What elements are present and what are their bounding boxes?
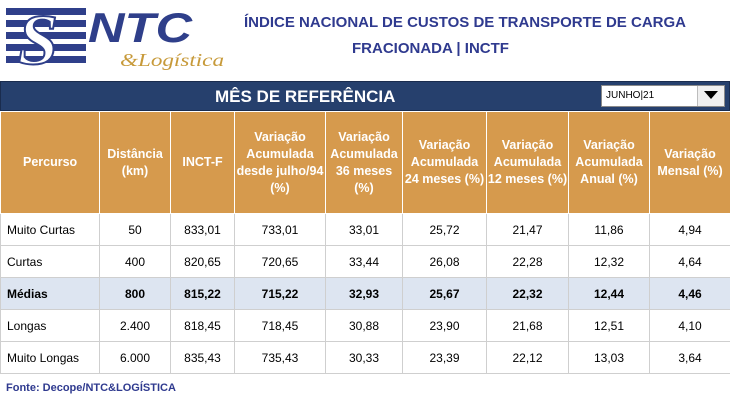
value-cell: 30,88 (325, 309, 403, 342)
page-title-line1: ÍNDICE NACIONAL DE CUSTOS DE TRANSPORTE … (244, 14, 686, 31)
route-cell: Médias (0, 277, 100, 310)
value-cell: 33,01 (325, 213, 403, 246)
table-row: Muito Longas 6.000 835,43 735,43 30,33 23,39 2… (0, 341, 730, 374)
route-cell: Curtas (0, 245, 100, 278)
logo-sub-text: &Logística (120, 50, 224, 70)
value-cell: 32,93 (325, 277, 403, 310)
value-cell: 12,51 (568, 309, 650, 342)
value-cell: 4,94 (649, 213, 730, 246)
value-cell: 735,43 (234, 341, 326, 374)
value-cell: 12,32 (568, 245, 650, 278)
column-header: Variação Acumulada Anual (%) (568, 111, 650, 214)
value-cell: 50 (99, 213, 171, 246)
ntc-logo: S NTC &Logística (2, 0, 230, 81)
column-header: Distância (km) (99, 111, 171, 214)
logo-s-glyph: S (18, 2, 58, 74)
month-select-value: JUNHO|21 (606, 90, 655, 101)
column-header: INCT-F (170, 111, 235, 214)
reference-month-label: MÊS DE REFERÊNCIA (215, 87, 396, 106)
value-cell: 718,45 (234, 309, 326, 342)
value-cell: 25,72 (402, 213, 487, 246)
table-row: Médias 800 815,22 715,22 32,93 25,67 22,32 12,4… (0, 277, 730, 310)
value-cell: 2.400 (99, 309, 171, 342)
route-cell: Muito Curtas (0, 213, 100, 246)
value-cell: 12,44 (568, 277, 650, 310)
reference-month-bar: MÊS DE REFERÊNCIA JUNHO|21 (0, 81, 730, 111)
month-select-dropdown-button[interactable] (697, 86, 724, 106)
table-header-row: Percurso Distância (km) INCT-F Variação Acu… (0, 111, 730, 214)
column-header: Percurso (0, 111, 100, 214)
source-note: Fonte: Decope/NTC&LOGÍSTICA (6, 382, 176, 394)
month-select[interactable]: JUNHO|21 (601, 85, 725, 107)
value-cell: 23,90 (402, 309, 487, 342)
value-cell: 26,08 (402, 245, 487, 278)
route-cell: Longas (0, 309, 100, 342)
column-header: Variação Acumulada desde julho/94 (%) (234, 111, 326, 214)
page-title-line2: FRACIONADA | INCTF (352, 40, 509, 57)
index-table: Percurso Distância (km) INCT-F Variação Acu… (0, 111, 730, 374)
value-cell: 815,22 (170, 277, 235, 310)
value-cell: 13,03 (568, 341, 650, 374)
value-cell: 30,33 (325, 341, 403, 374)
value-cell: 720,65 (234, 245, 326, 278)
route-cell: Muito Longas (0, 341, 100, 374)
column-header: Variação Acumulada 36 meses (%) (325, 111, 403, 214)
column-header: Variação Mensal (%) (649, 111, 730, 214)
value-cell: 833,01 (170, 213, 235, 246)
value-cell: 22,28 (486, 245, 569, 278)
table-row: Muito Curtas 50 833,01 733,01 33,01 25,72 21,4… (0, 213, 730, 246)
chevron-down-icon (704, 91, 718, 99)
logo-main-text: NTC (88, 4, 193, 51)
table-row: Longas 2.400 818,45 718,45 30,88 23,90 21,68 12… (0, 309, 730, 342)
value-cell: 820,65 (170, 245, 235, 278)
value-cell: 21,47 (486, 213, 569, 246)
value-cell: 22,32 (486, 277, 569, 310)
value-cell: 4,46 (649, 277, 730, 310)
value-cell: 715,22 (234, 277, 326, 310)
value-cell: 835,43 (170, 341, 235, 374)
value-cell: 800 (99, 277, 171, 310)
value-cell: 818,45 (170, 309, 235, 342)
value-cell: 400 (99, 245, 171, 278)
value-cell: 6.000 (99, 341, 171, 374)
value-cell: 11,86 (568, 213, 650, 246)
value-cell: 33,44 (325, 245, 403, 278)
value-cell: 4,10 (649, 309, 730, 342)
value-cell: 4,64 (649, 245, 730, 278)
value-cell: 25,67 (402, 277, 487, 310)
table-row: Curtas 400 820,65 720,65 33,44 26,08 22,28 12,3… (0, 245, 730, 278)
value-cell: 22,12 (486, 341, 569, 374)
value-cell: 733,01 (234, 213, 326, 246)
column-header: Variação Acumulada 24 meses (%) (402, 111, 487, 214)
column-header: Variação Acumulada 12 meses (%) (486, 111, 569, 214)
value-cell: 21,68 (486, 309, 569, 342)
index-table-panel: MÊS DE REFERÊNCIA JUNHO|21 Percurso Distâ… (0, 81, 730, 374)
value-cell: 23,39 (402, 341, 487, 374)
value-cell: 3,64 (649, 341, 730, 374)
logo-stripes (6, 8, 86, 63)
